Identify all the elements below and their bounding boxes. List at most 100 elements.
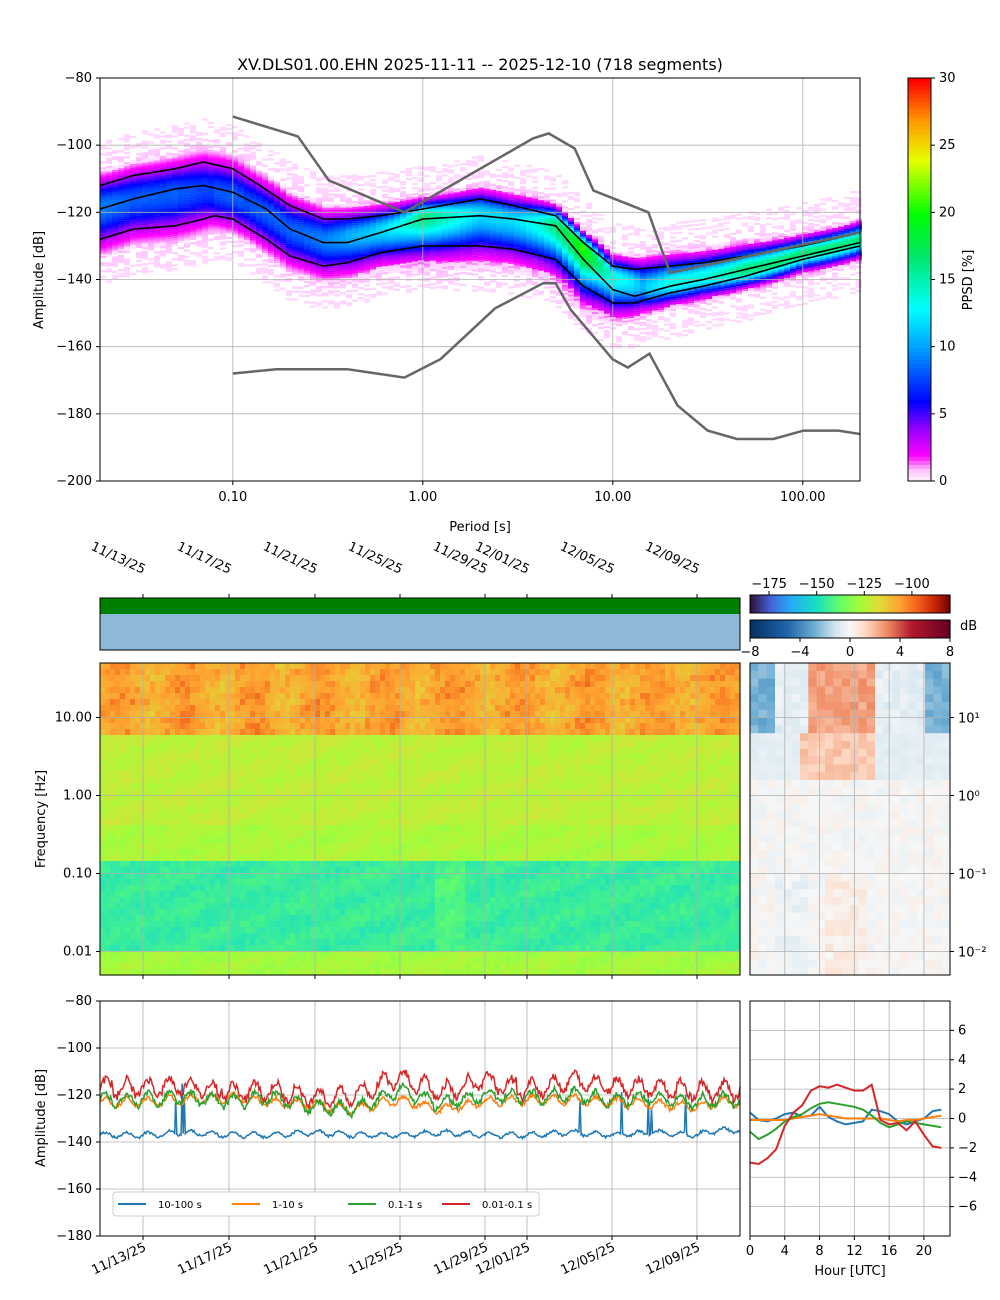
- ppsd-density-cell: [256, 217, 262, 220]
- ppsd-density-cell: [118, 158, 124, 161]
- ppsd-density-cell: [124, 178, 130, 181]
- ppsd-density-cell: [148, 216, 154, 219]
- ppsd-density-cell: [292, 248, 298, 251]
- ppsd-density-cell: [592, 247, 598, 250]
- ppsd-density-cell: [184, 144, 190, 147]
- ppsd-density-cell: [550, 266, 556, 269]
- ppsd-density-cell: [220, 257, 226, 260]
- ppsd-density-cell: [538, 218, 544, 221]
- ppsd-density-cell: [304, 270, 310, 274]
- ppsd-density-cell: [280, 158, 286, 161]
- ppsd-density-cell: [196, 240, 202, 243]
- ppsd-density-cell: [448, 282, 454, 285]
- ppsd-density-cell: [130, 238, 136, 241]
- ppsd-density-cell: [184, 148, 190, 151]
- ppsd-density-cell: [550, 296, 556, 299]
- ppsd-density-cell: [394, 254, 400, 257]
- ppsd-density-cell: [568, 197, 574, 201]
- ppsd-density-cell: [568, 314, 574, 317]
- ppsd-density-cell: [208, 176, 214, 179]
- ppsd-density-cell: [550, 243, 556, 246]
- ppsd-density-cell: [328, 235, 334, 238]
- ppsd-density-cell: [154, 243, 160, 246]
- ppsd-density-cell: [292, 173, 298, 176]
- ppsd-density-cell: [634, 302, 640, 305]
- ppsd-density-cell: [664, 257, 670, 260]
- ppsd-density-cell: [436, 195, 442, 198]
- ppsd-density-cell: [424, 279, 430, 282]
- ppsd-density-cell: [520, 196, 526, 199]
- ppsd-density-cell: [370, 219, 376, 222]
- ppsd-density-cell: [484, 253, 490, 256]
- ppsd-density-cell: [256, 169, 262, 172]
- ppsd-density-cell: [544, 264, 550, 267]
- ppsd-density-cell: [646, 309, 652, 312]
- ppsd-density-cell: [478, 209, 484, 212]
- ppsd-density-cell: [580, 279, 586, 282]
- ppsd-density-cell: [376, 269, 382, 272]
- ppsd-density-cell: [514, 231, 520, 234]
- ppsd-density-cell: [418, 171, 424, 174]
- ppsd-density-cell: [628, 346, 634, 349]
- ppsd-density-cell: [640, 309, 646, 312]
- ppsd-density-cell: [148, 185, 154, 188]
- ppsd-density-cell: [196, 131, 202, 134]
- ppsd-density-cell: [544, 242, 550, 245]
- ppsd-density-cell: [202, 179, 208, 182]
- ppsd-density-cell: [340, 221, 346, 224]
- ppsd-density-cell: [334, 229, 340, 232]
- ppsd-density-cell: [166, 263, 172, 266]
- ppsd-density-cell: [394, 220, 400, 223]
- ppsd-density-cell: [502, 266, 508, 269]
- ppsd-density-cell: [598, 246, 604, 249]
- ppsd-density-cell: [340, 215, 346, 218]
- ppsd-density-cell: [154, 203, 160, 206]
- ppsd-density-cell: [586, 265, 592, 268]
- ppsd-density-cell: [268, 250, 274, 254]
- ppsd-density-cell: [280, 243, 286, 246]
- ppsd-density-cell: [646, 258, 652, 261]
- ppsd-density-cell: [184, 152, 190, 155]
- ppsd-density-cell: [364, 280, 370, 283]
- ppsd-density-cell: [256, 189, 262, 192]
- ppsd-density-cell: [100, 247, 106, 251]
- ppsd-density-cell: [484, 194, 490, 197]
- ppsd-density-cell: [250, 216, 256, 219]
- ppsd-density-cell: [532, 218, 538, 222]
- ppsd-density-cell: [532, 224, 538, 228]
- ppsd-density-cell: [634, 271, 640, 275]
- ppsd-density-cell: [328, 237, 334, 241]
- ppsd-density-cell: [178, 156, 184, 159]
- ppsd-density-cell: [268, 222, 274, 225]
- ppsd-density-cell: [400, 221, 406, 224]
- ppsd-density-cell: [526, 221, 532, 224]
- ppsd-density-cell: [364, 238, 370, 241]
- ppsd-density-cell: [478, 286, 484, 289]
- ppsd-density-cell: [442, 212, 448, 215]
- ppsd-density-cell: [598, 240, 604, 243]
- ppsd-density-cell: [514, 263, 520, 266]
- ppsd-density-cell: [550, 259, 556, 263]
- ppsd-density-cell: [586, 255, 592, 258]
- ppsd-density-cell: [412, 257, 418, 260]
- ppsd-density-cell: [280, 279, 286, 282]
- ppsd-density-cell: [328, 282, 334, 285]
- ppsd-density-cell: [466, 161, 472, 164]
- ppsd-density-cell: [160, 224, 166, 227]
- ppsd-density-cell: [568, 296, 574, 299]
- ppsd-density-cell: [502, 220, 508, 223]
- ppsd-density-cell: [508, 205, 514, 208]
- ppsd-density-cell: [262, 204, 268, 208]
- ppsd-density-cell: [406, 248, 412, 251]
- ppsd-density-cell: [196, 153, 202, 156]
- ppsd-density-cell: [316, 274, 322, 277]
- ppsd-density-cell: [100, 197, 106, 200]
- ppsd-density-cell: [274, 182, 280, 185]
- ppsd-density-cell: [184, 191, 190, 194]
- ppsd-density-cell: [130, 184, 136, 187]
- ppsd-density-cell: [286, 247, 292, 250]
- ppsd-density-cell: [226, 132, 232, 135]
- ppsd-density-cell: [424, 285, 430, 288]
- ppsd-density-cell: [520, 210, 526, 213]
- ppsd-density-cell: [184, 150, 190, 153]
